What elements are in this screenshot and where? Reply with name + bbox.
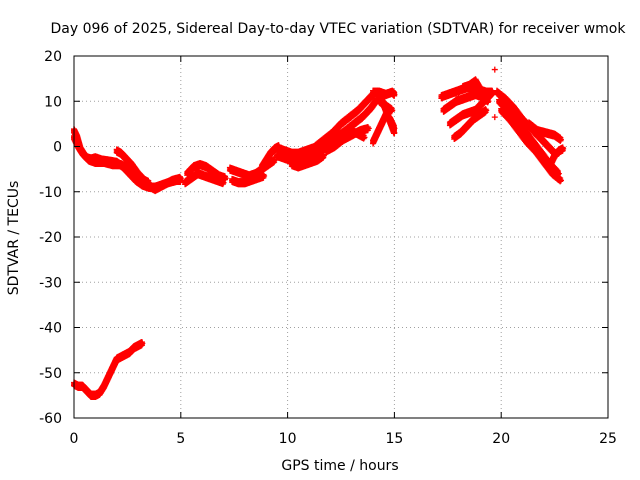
series-main-1: [71, 126, 183, 195]
grid-lines: [74, 56, 608, 418]
chart-title: Day 096 of 2025, Sidereal Day-to-day VTE…: [51, 21, 627, 37]
series-main-2: [113, 146, 152, 188]
data-point: [177, 175, 184, 182]
series-main-3: [184, 160, 229, 183]
data-point: [145, 179, 152, 186]
data-points: [71, 66, 567, 400]
